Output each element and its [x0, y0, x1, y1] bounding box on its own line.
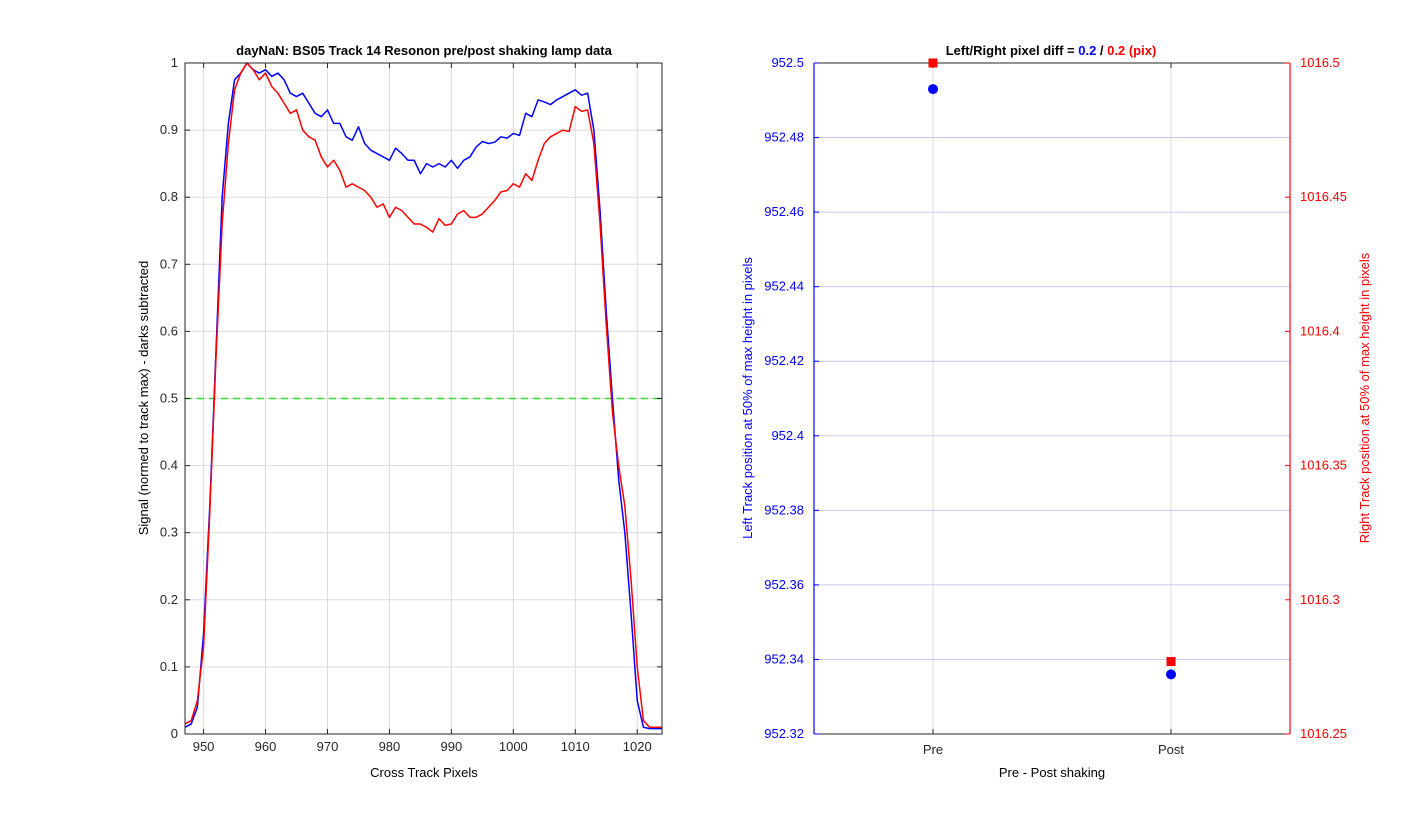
x-tick-label: 980 [379, 739, 401, 754]
right-chart-ylabel-left: Left Track position at 50% of max height… [740, 257, 755, 539]
left-y-tick-label: 952.48 [764, 130, 804, 145]
left-y-tick-label: 952.38 [764, 502, 804, 517]
right-y-tick-label: 1016.45 [1300, 189, 1347, 204]
x-tick-label: 960 [255, 739, 277, 754]
x-tick-label: 1020 [623, 739, 652, 754]
y-tick-label: 0.3 [160, 525, 178, 540]
right-y-tick-label: 1016.3 [1300, 592, 1340, 607]
left-y-tick-label: 952.32 [764, 726, 804, 741]
left-chart-ticks: 950 960 970 980 990 1000 1010 1020 0 0.1 0.2 0.3 0.4… [160, 55, 662, 754]
y-tick-label: 0.4 [160, 458, 178, 473]
x-tick-label: 990 [441, 739, 463, 754]
x-tick-label: 1000 [499, 739, 528, 754]
x-tick-label: 1010 [561, 739, 590, 754]
title-part-prefix: Left/Right pixel diff = [946, 43, 1079, 58]
y-tick-label: 0 [171, 726, 178, 741]
y-tick-label: 0.6 [160, 323, 178, 338]
right-track-point [1166, 657, 1176, 667]
title-part-separator: / [1096, 43, 1107, 58]
right-track-point [928, 58, 938, 68]
left-chart-title: dayNaN: BS05 Track 14 Resonon pre/post s… [236, 43, 612, 58]
left-track-point [1166, 669, 1176, 680]
y-tick-label: 0.9 [160, 122, 178, 137]
x-tick-label: Post [1158, 742, 1184, 757]
right-y-tick-label: 1016.25 [1300, 726, 1347, 741]
left-y-tick-label: 952.5 [771, 55, 804, 70]
y-tick-label: 0.2 [160, 592, 178, 607]
right-chart-title: Left/Right pixel diff = 0.2 / 0.2 (pix) [946, 43, 1157, 58]
left-y-tick-label: 952.4 [771, 428, 804, 443]
blue-series-line [184, 62, 662, 730]
left-chart-ylabel: Signal (normed to track max) - darks sub… [136, 261, 151, 536]
left-y-tick-label: 952.36 [764, 577, 804, 592]
left-y-tick-label: 952.34 [764, 651, 804, 666]
title-part-left-diff: 0.2 [1078, 43, 1096, 58]
left-chart-xlabel: Cross Track Pixels [370, 765, 478, 780]
right-y-tick-label: 1016.4 [1300, 323, 1340, 338]
right-y-tick-label: 1016.35 [1300, 458, 1347, 473]
y-tick-label: 1 [171, 55, 178, 70]
right-chart: Pre Post 952.32 952.34 952.36 952.38 952.4 952.… [740, 43, 1372, 780]
right-chart-ticks: Pre Post 952.32 952.34 952.36 952.38 952.4 952.… [764, 55, 1347, 757]
red-series-line [184, 62, 662, 729]
y-tick-label: 0.1 [160, 659, 178, 674]
left-y-tick-label: 952.46 [764, 204, 804, 219]
y-tick-label: 0.8 [160, 189, 178, 204]
x-tick-label: Pre [923, 742, 943, 757]
x-tick-label: 970 [317, 739, 339, 754]
left-chart-series [184, 62, 662, 730]
left-y-tick-label: 952.44 [764, 279, 804, 294]
left-track-point [928, 84, 938, 95]
y-tick-label: 0.5 [160, 391, 178, 406]
left-chart: 950 960 970 980 990 1000 1010 1020 0 0.1 0.2 0.3 0.4… [136, 43, 663, 780]
x-tick-label: 950 [193, 739, 215, 754]
right-y-tick-label: 1016.5 [1300, 55, 1340, 70]
right-chart-xlabel: Pre - Post shaking [999, 765, 1105, 780]
right-chart-ylabel-right: Right Track position at 50% of max heigh… [1357, 252, 1372, 543]
right-chart-points [928, 58, 1176, 680]
y-tick-label: 0.7 [160, 256, 178, 271]
left-y-tick-label: 952.42 [764, 353, 804, 368]
title-part-right-diff: 0.2 (pix) [1107, 43, 1156, 58]
